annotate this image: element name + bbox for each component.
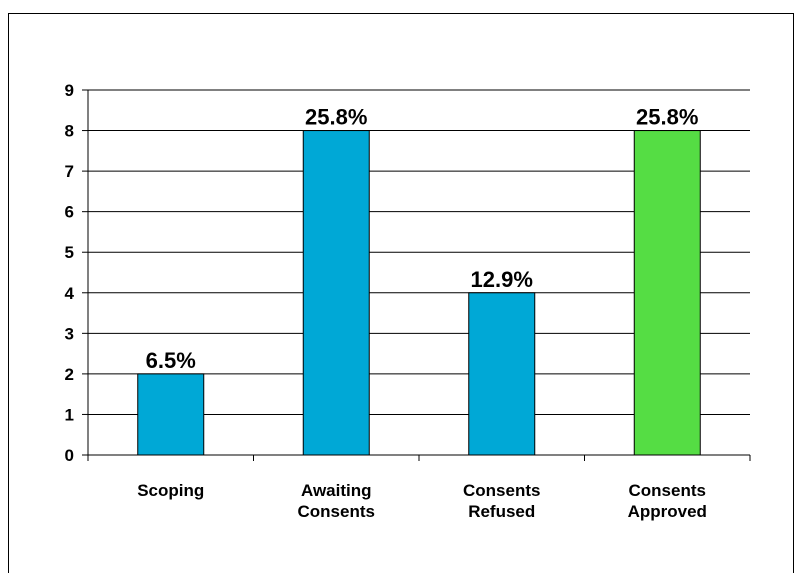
y-tick-label: 5: [65, 243, 74, 262]
y-tick-label: 7: [65, 162, 74, 181]
y-tick-label: 2: [65, 365, 74, 384]
y-tick-label: 6: [65, 203, 74, 222]
x-category-label: Scoping: [137, 481, 204, 500]
x-category-label: Awaiting Consents: [298, 481, 375, 521]
y-tick-label: 0: [65, 446, 74, 465]
axes: [82, 89, 751, 461]
data-label: 6.5%: [146, 348, 196, 373]
x-category-labels: Scoping Awaiting Consents Consents Refused Co…: [137, 481, 707, 521]
data-labels: 6.5% 25.8% 12.9% 25.8%: [146, 105, 699, 373]
y-tick-label: 9: [65, 81, 74, 100]
bar: [137, 373, 205, 456]
data-label: 25.8%: [305, 105, 367, 130]
y-tick-label: 8: [65, 122, 74, 141]
y-tick-label: 1: [65, 405, 74, 424]
bar: [302, 130, 370, 456]
y-tick-label: 4: [65, 284, 75, 303]
x-category-label: Consents Approved: [628, 481, 707, 521]
data-label: 25.8%: [636, 105, 698, 130]
bar: [468, 292, 536, 456]
y-tick-labels: 0 1 2 3 4 5 6 7 8 9: [65, 81, 75, 465]
x-category-label: Consents Refused: [463, 481, 540, 521]
chart-frame: [8, 13, 794, 573]
data-label: 12.9%: [471, 267, 533, 292]
bar: [633, 130, 701, 456]
y-tick-label: 3: [65, 324, 74, 343]
